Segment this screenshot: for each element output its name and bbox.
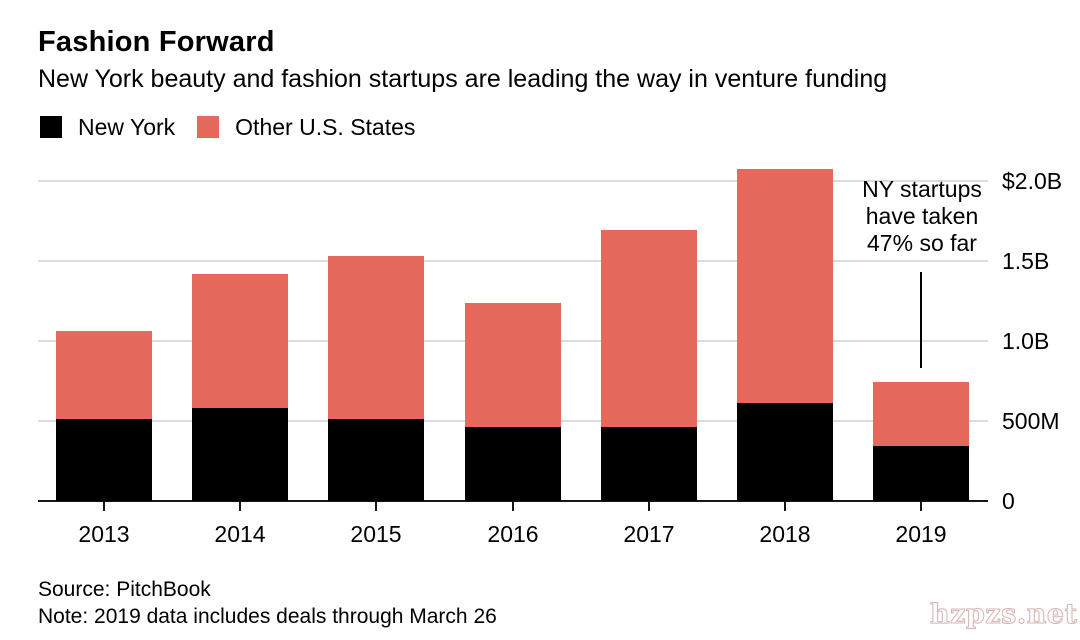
bar-2014-new-york bbox=[192, 408, 288, 501]
chart-title: Fashion Forward bbox=[38, 26, 275, 58]
bar-2017-new-york bbox=[601, 426, 697, 501]
bar-2019-other-states bbox=[873, 381, 969, 446]
x-axis-tick-2019 bbox=[920, 502, 922, 511]
x-axis-label-2019: 2019 bbox=[895, 521, 947, 547]
x-axis-line bbox=[38, 500, 988, 502]
legend-item-other-states: Other U.S. States bbox=[197, 115, 415, 139]
x-axis-tick-2016 bbox=[512, 502, 514, 511]
legend-swatch-new-york bbox=[40, 116, 62, 138]
x-axis-tick-2015 bbox=[375, 502, 377, 511]
note-text: Note: 2019 data includes deals through M… bbox=[38, 605, 497, 628]
y-axis-label-500M: 500M bbox=[1002, 408, 1060, 434]
y-axis-label-1.5B: 1.5B bbox=[1002, 248, 1050, 274]
x-axis-label-2013: 2013 bbox=[78, 521, 130, 547]
bar-2015-other-states bbox=[328, 256, 424, 420]
legend-label-other-states: Other U.S. States bbox=[235, 114, 416, 140]
x-axis-label-2017: 2017 bbox=[623, 521, 675, 547]
chart-subtitle: New York beauty and fashion startups are… bbox=[38, 65, 888, 93]
x-axis-tick-2014 bbox=[239, 502, 241, 511]
gridline-1.5B bbox=[38, 260, 988, 262]
bar-2019-new-york bbox=[873, 445, 969, 501]
x-axis-label-2015: 2015 bbox=[350, 521, 402, 547]
legend-item-new-york: New York bbox=[40, 115, 175, 139]
bar-2013-new-york bbox=[56, 418, 152, 501]
gridline-$2.0B bbox=[38, 180, 988, 182]
x-axis-tick-2013 bbox=[103, 502, 105, 511]
bar-2014-other-states bbox=[192, 273, 288, 409]
bar-2018-other-states bbox=[737, 169, 833, 403]
watermark-text: hzpzs.net bbox=[930, 599, 1078, 631]
bar-2018-new-york bbox=[737, 402, 833, 501]
bar-2013-other-states bbox=[56, 330, 152, 419]
bar-2015-new-york bbox=[328, 419, 424, 501]
bar-2017-other-states bbox=[601, 229, 697, 427]
y-axis-label-1.0B: 1.0B bbox=[1002, 328, 1050, 354]
x-axis-label-2018: 2018 bbox=[759, 521, 811, 547]
legend-label-new-york: New York bbox=[78, 114, 176, 140]
legend: New York Other U.S. States bbox=[40, 115, 437, 139]
annotation-pointer-line bbox=[920, 272, 922, 368]
legend-swatch-other-states bbox=[197, 116, 220, 138]
source-text: Source: PitchBook bbox=[38, 578, 211, 601]
x-axis-tick-2018 bbox=[784, 502, 786, 511]
x-axis-tick-2017 bbox=[648, 502, 650, 511]
x-axis-label-2014: 2014 bbox=[214, 521, 266, 547]
y-axis-label-$2.0B: $2.0B bbox=[1002, 168, 1063, 194]
bar-2016-new-york bbox=[465, 426, 561, 501]
bar-2016-other-states bbox=[465, 302, 561, 427]
y-axis-label-0: 0 bbox=[1002, 488, 1015, 514]
annotation-ny-share: NY startups have taken 47% so far bbox=[862, 176, 982, 256]
x-axis-label-2016: 2016 bbox=[487, 521, 539, 547]
